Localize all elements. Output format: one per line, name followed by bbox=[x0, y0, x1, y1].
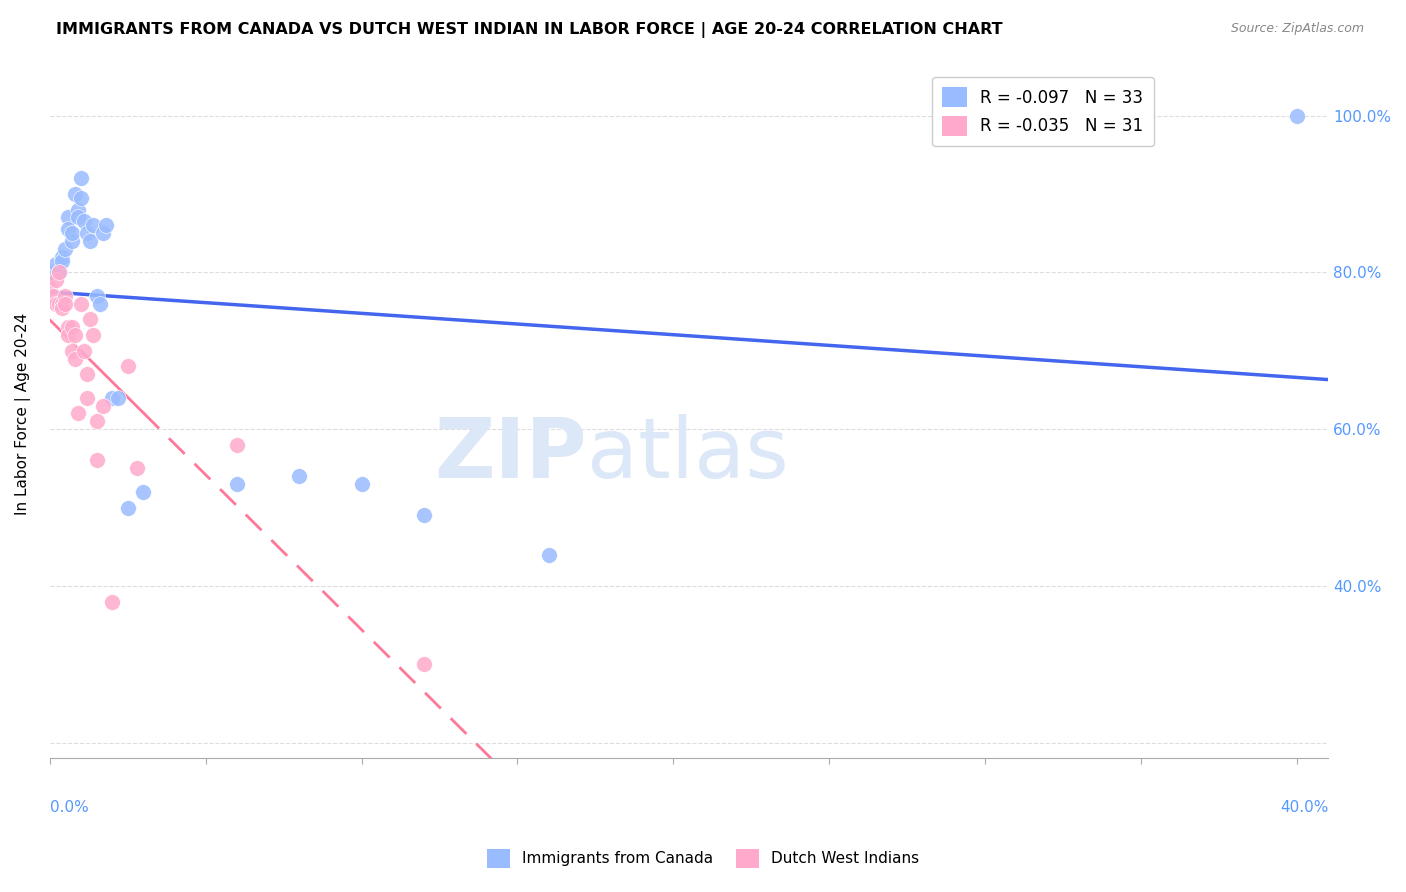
Point bbox=[48, 265, 70, 279]
Point bbox=[86, 289, 108, 303]
Point bbox=[66, 202, 89, 217]
Point bbox=[63, 328, 86, 343]
Point bbox=[117, 359, 139, 374]
Point bbox=[132, 484, 155, 499]
Point bbox=[89, 296, 111, 310]
Point bbox=[101, 594, 124, 608]
Point bbox=[70, 191, 93, 205]
Text: Source: ZipAtlas.com: Source: ZipAtlas.com bbox=[1230, 22, 1364, 36]
Text: ZIP: ZIP bbox=[434, 414, 586, 495]
Text: 40.0%: 40.0% bbox=[1279, 800, 1329, 814]
Point bbox=[82, 328, 104, 343]
Point bbox=[225, 477, 247, 491]
Y-axis label: In Labor Force | Age 20-24: In Labor Force | Age 20-24 bbox=[15, 312, 31, 515]
Point bbox=[94, 219, 117, 233]
Point bbox=[58, 320, 80, 334]
Point bbox=[82, 219, 104, 233]
Point bbox=[38, 281, 60, 295]
Point bbox=[107, 391, 129, 405]
Point bbox=[79, 312, 101, 326]
Point bbox=[537, 548, 560, 562]
Point bbox=[51, 253, 73, 268]
Point bbox=[91, 399, 114, 413]
Point bbox=[51, 250, 73, 264]
Point bbox=[45, 258, 67, 272]
Point bbox=[288, 469, 311, 483]
Legend: Immigrants from Canada, Dutch West Indians: Immigrants from Canada, Dutch West India… bbox=[481, 843, 925, 873]
Point bbox=[60, 320, 83, 334]
Point bbox=[63, 186, 86, 201]
Point bbox=[73, 343, 96, 358]
Point bbox=[70, 171, 93, 186]
Point bbox=[117, 500, 139, 515]
Text: 0.0%: 0.0% bbox=[49, 800, 89, 814]
Point bbox=[48, 296, 70, 310]
Point bbox=[125, 461, 148, 475]
Point bbox=[76, 391, 98, 405]
Point bbox=[413, 657, 436, 672]
Point bbox=[51, 296, 73, 310]
Point bbox=[58, 222, 80, 236]
Point bbox=[79, 234, 101, 248]
Point bbox=[86, 453, 108, 467]
Point bbox=[86, 414, 108, 428]
Point bbox=[60, 234, 83, 248]
Point bbox=[73, 214, 96, 228]
Point bbox=[63, 351, 86, 366]
Point bbox=[70, 296, 93, 310]
Point bbox=[42, 289, 65, 303]
Point bbox=[413, 508, 436, 523]
Point bbox=[225, 438, 247, 452]
Point bbox=[60, 343, 83, 358]
Point bbox=[53, 296, 76, 310]
Text: IMMIGRANTS FROM CANADA VS DUTCH WEST INDIAN IN LABOR FORCE | AGE 20-24 CORRELATI: IMMIGRANTS FROM CANADA VS DUTCH WEST IND… bbox=[56, 22, 1002, 38]
Point bbox=[66, 406, 89, 420]
Point bbox=[91, 226, 114, 240]
Point bbox=[101, 391, 124, 405]
Point bbox=[48, 265, 70, 279]
Point bbox=[66, 211, 89, 225]
Point bbox=[76, 226, 98, 240]
Point bbox=[350, 477, 373, 491]
Point bbox=[1285, 109, 1308, 123]
Point bbox=[51, 301, 73, 315]
Point bbox=[58, 328, 80, 343]
Point bbox=[58, 211, 80, 225]
Legend: R = -0.097   N = 33, R = -0.035   N = 31: R = -0.097 N = 33, R = -0.035 N = 31 bbox=[932, 77, 1153, 146]
Point bbox=[60, 226, 83, 240]
Point bbox=[53, 242, 76, 256]
Point bbox=[45, 273, 67, 287]
Point bbox=[76, 368, 98, 382]
Text: atlas: atlas bbox=[586, 414, 789, 495]
Point bbox=[38, 265, 60, 279]
Point bbox=[53, 289, 76, 303]
Point bbox=[45, 296, 67, 310]
